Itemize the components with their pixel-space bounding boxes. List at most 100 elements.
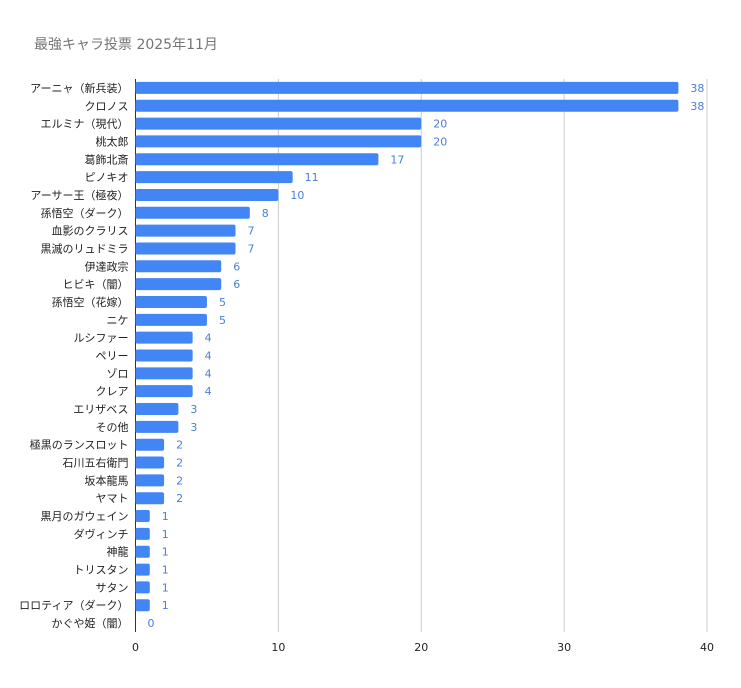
bar — [135, 81, 679, 94]
bar — [135, 117, 422, 130]
category-label: エリザベス — [73, 403, 128, 416]
category-label: 葛飾北斎 — [85, 152, 129, 166]
data-label: 7 — [248, 242, 255, 255]
bar — [135, 438, 165, 451]
category-label: ヒビキ（闇） — [63, 278, 129, 291]
data-label: 4 — [205, 332, 212, 345]
x-tick-label: 40 — [700, 641, 714, 654]
bar — [135, 260, 222, 273]
bar — [135, 599, 150, 612]
data-label: 20 — [433, 118, 447, 131]
bar — [135, 135, 422, 148]
bar — [135, 563, 150, 576]
data-label: 1 — [162, 510, 169, 523]
bar — [135, 206, 250, 219]
category-label: 黒月のガウェイン — [41, 510, 129, 523]
data-label: 38 — [690, 100, 704, 113]
category-label: 桃太郎 — [96, 134, 129, 148]
data-label: 4 — [205, 367, 212, 380]
category-label: ヤマト — [96, 492, 129, 505]
data-label: 2 — [176, 474, 183, 487]
bar — [135, 420, 179, 433]
data-label: 1 — [162, 528, 169, 541]
category-label: アーサー王（極夜） — [30, 188, 128, 202]
data-label: 6 — [233, 278, 240, 291]
bar — [135, 313, 207, 326]
data-label: 7 — [248, 225, 255, 238]
bar — [135, 331, 193, 344]
category-label: ロロティア（ダーク） — [19, 598, 128, 612]
bar — [135, 224, 236, 237]
category-label: その他 — [96, 421, 129, 434]
data-label: 3 — [190, 421, 197, 434]
bar — [135, 349, 193, 362]
bar — [135, 99, 679, 112]
category-label: 血影のクラリス — [52, 224, 129, 238]
chart-title: 最強キャラ投票 2025年11月 — [34, 37, 218, 53]
category-label: ダヴィンチ — [74, 527, 129, 541]
data-label: 1 — [162, 546, 169, 559]
data-label: 11 — [305, 171, 319, 184]
data-label: 6 — [233, 260, 240, 273]
bar — [135, 385, 193, 398]
bar — [135, 278, 222, 291]
bar — [135, 581, 150, 594]
x-tick-label: 20 — [414, 641, 428, 654]
data-label: 1 — [162, 564, 169, 577]
category-label: ゾロ — [107, 367, 129, 380]
category-label: 孫悟空（花嫁） — [52, 295, 129, 309]
category-label: 伊達政宗 — [85, 259, 129, 273]
bar — [135, 295, 207, 308]
category-label: クレア — [96, 385, 129, 398]
category-label: 極黒のランスロット — [30, 438, 129, 452]
x-tick-label: 30 — [557, 641, 571, 654]
bar — [135, 188, 279, 201]
data-label: 2 — [176, 439, 183, 452]
x-tick-label: 10 — [271, 641, 285, 654]
data-label: 20 — [433, 135, 447, 148]
category-label: ピノキオ — [85, 171, 129, 184]
category-label: 坂本龍馬 — [85, 473, 129, 487]
bar — [135, 510, 150, 523]
data-label: 4 — [205, 385, 212, 398]
bar — [135, 171, 293, 184]
data-label: 38 — [690, 82, 704, 95]
x-tick-label: 0 — [132, 641, 139, 654]
bar — [135, 153, 379, 166]
data-label: 1 — [162, 599, 169, 612]
category-label: 孫悟空（ダーク） — [41, 206, 129, 220]
data-label: 5 — [219, 314, 226, 327]
category-label: トリスタン — [74, 564, 129, 577]
category-label: 黒滅のリュドミラ — [41, 242, 129, 255]
data-label: 8 — [262, 207, 269, 220]
category-label: アーニャ（新兵装） — [30, 81, 128, 95]
category-label: エルミナ（現代） — [41, 118, 129, 131]
bar — [135, 545, 150, 558]
category-label: 石川五右衛門 — [63, 456, 129, 470]
bar — [135, 492, 165, 505]
bar — [135, 456, 165, 469]
data-label: 1 — [162, 581, 169, 594]
data-label: 5 — [219, 296, 226, 309]
category-label: 神龍 — [107, 545, 129, 559]
bar — [135, 242, 236, 255]
data-label: 2 — [176, 492, 183, 505]
category-label: クロノス — [85, 100, 129, 113]
bar — [135, 403, 179, 416]
data-label: 0 — [148, 617, 155, 630]
bar — [135, 474, 165, 487]
bar — [135, 527, 150, 540]
data-label: 17 — [390, 153, 404, 166]
bar — [135, 367, 193, 380]
data-label: 3 — [190, 403, 197, 416]
data-label: 4 — [205, 350, 212, 363]
data-label: 2 — [176, 457, 183, 470]
category-label: サタン — [96, 581, 129, 594]
category-label: ニケ — [107, 314, 129, 327]
data-label: 10 — [290, 189, 304, 202]
category-label: かぐや姫（闇） — [52, 616, 129, 630]
category-label: ルシファー — [74, 332, 129, 345]
category-label: ペリー — [96, 350, 129, 363]
